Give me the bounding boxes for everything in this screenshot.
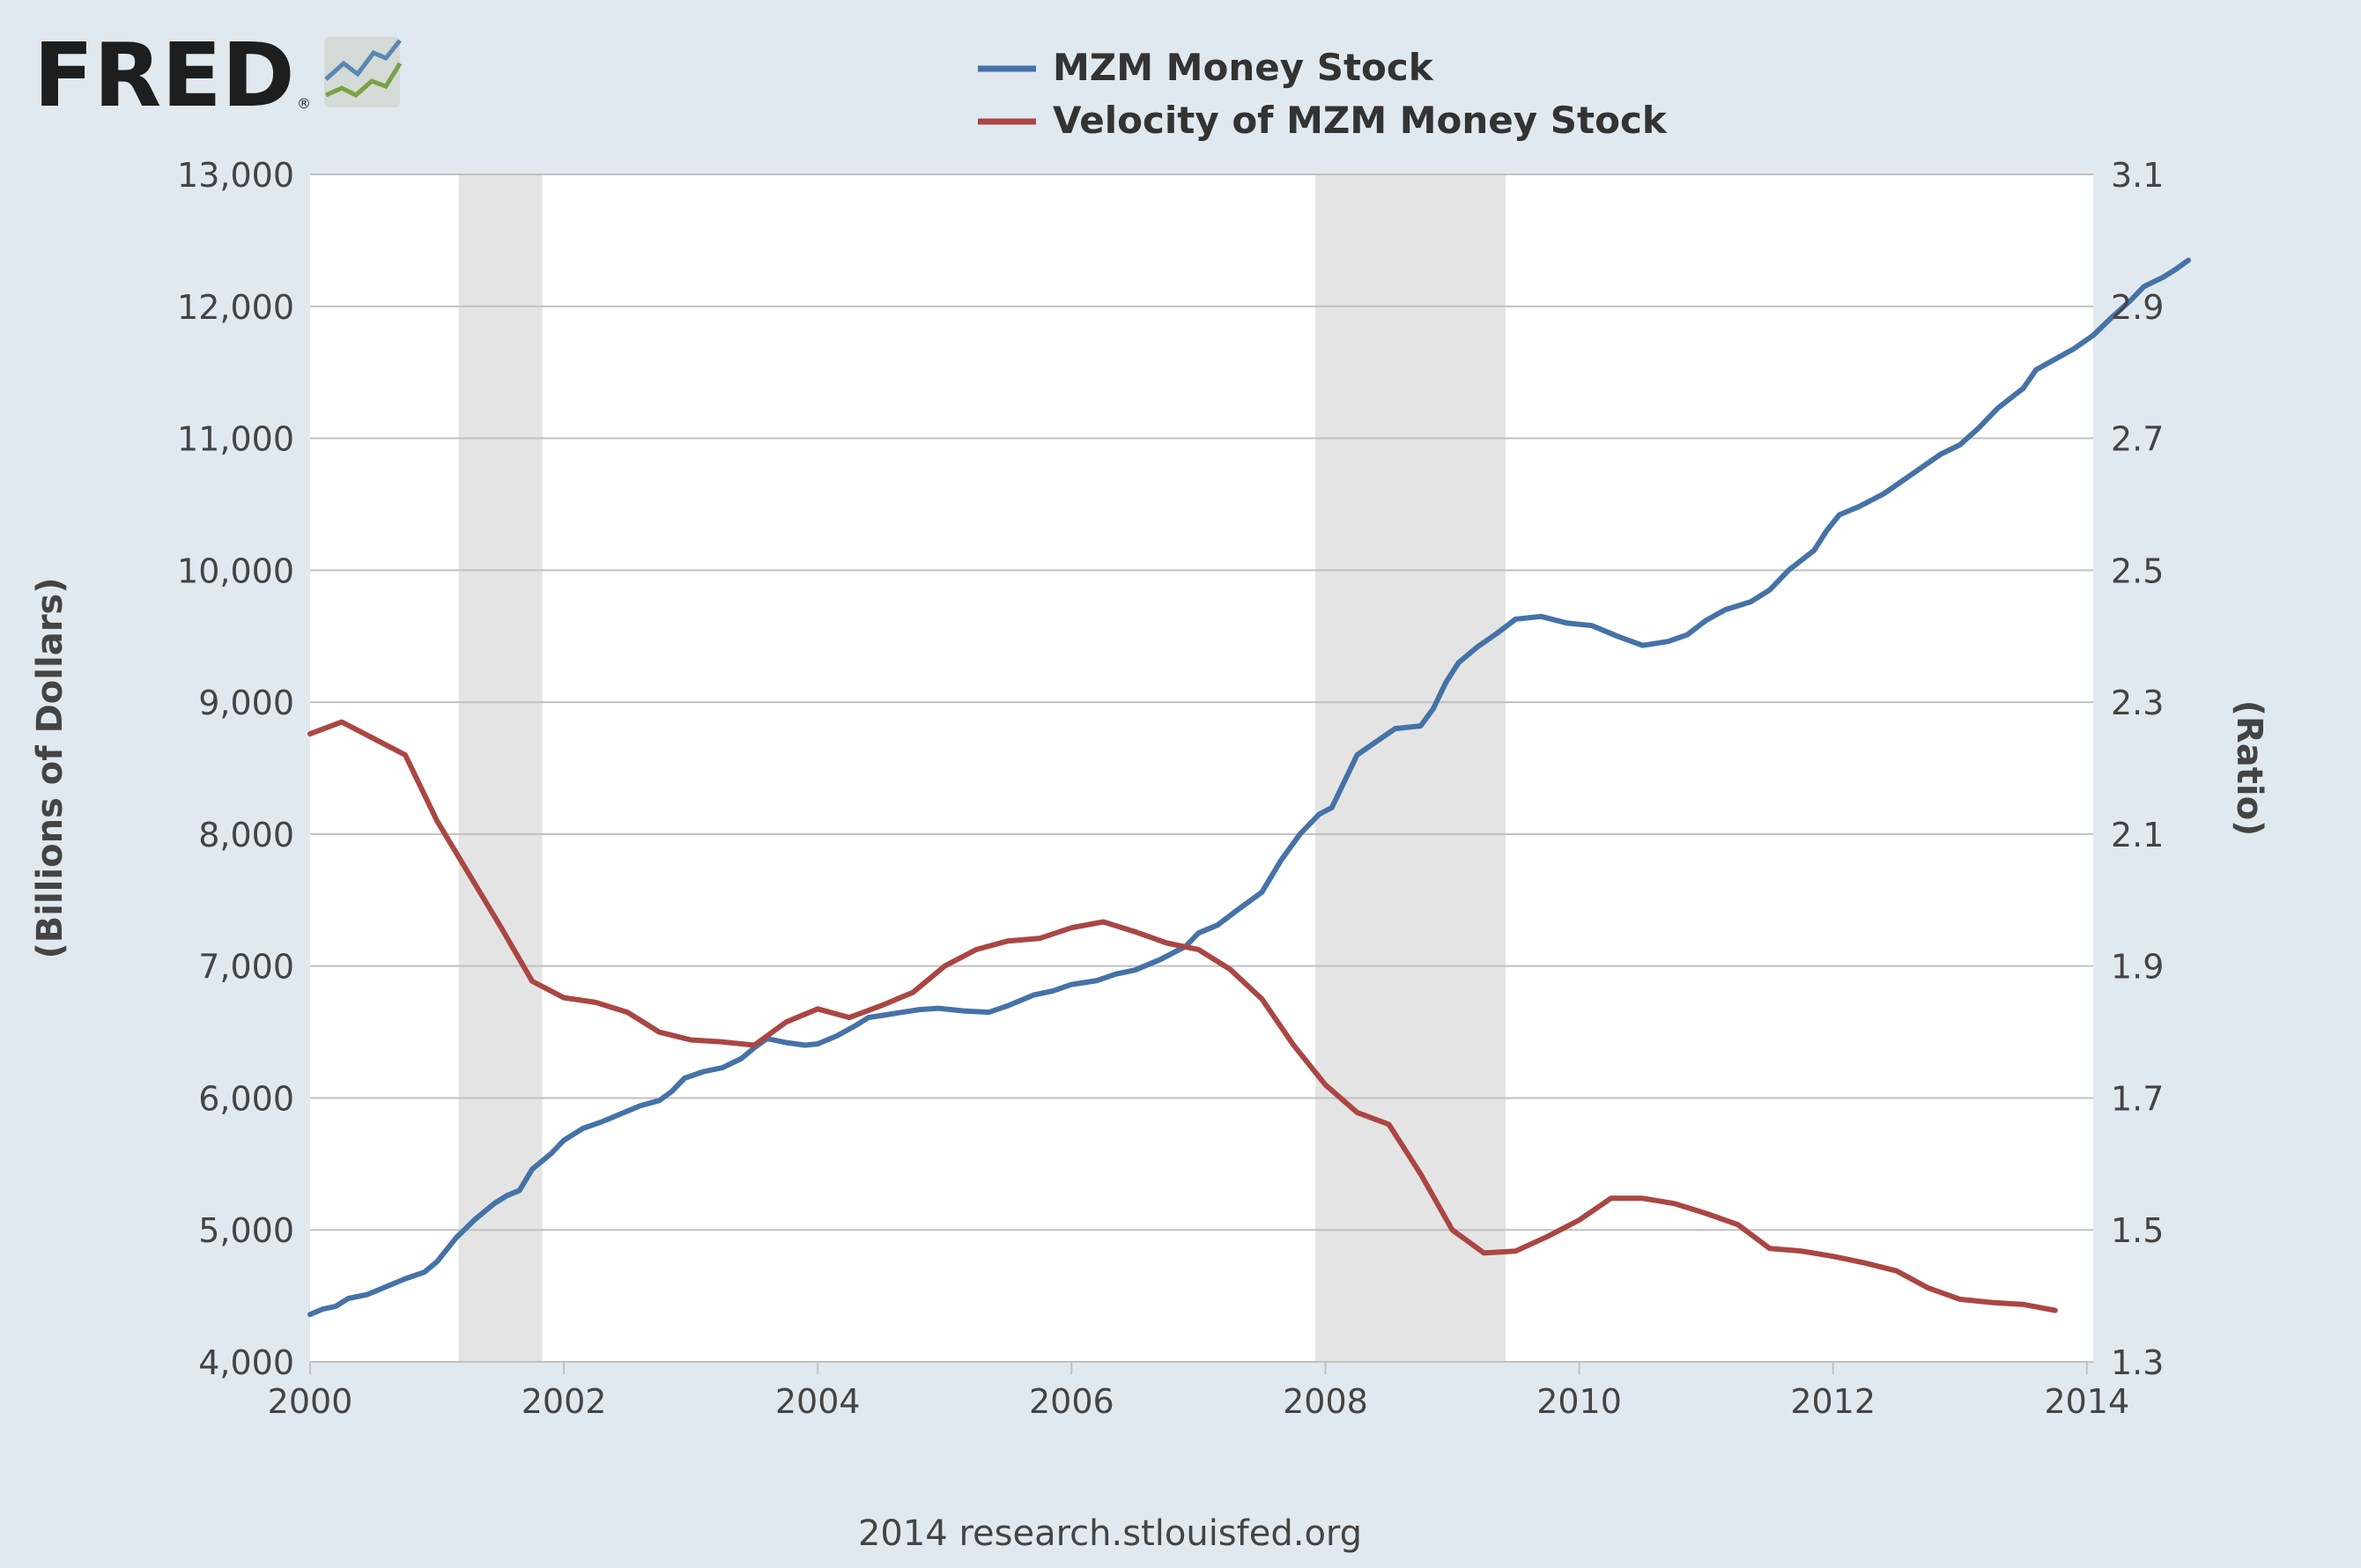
legend-label-mzm: MZM Money Stock: [1053, 46, 1434, 89]
legend-item-velocity-mzm[interactable]: Velocity of MZM Money Stock: [978, 99, 1668, 142]
source-credit: 2014 research.stlouisfed.org: [858, 1513, 1362, 1554]
x-tick-label-2006: 2006: [1029, 1382, 1114, 1421]
y-right-tick-label-2.1: 2.1: [2111, 816, 2164, 854]
y-right-tick-label-1.9: 1.9: [2111, 948, 2164, 987]
x-tick-label-2014: 2014: [2044, 1382, 2129, 1421]
y-left-tick-label-13000: 13,000: [177, 156, 294, 195]
y-left-tick-label-9000: 9,000: [198, 684, 294, 722]
x-tick-label-2008: 2008: [1283, 1382, 1368, 1421]
recession-shading: [458, 174, 1506, 1362]
legend: MZM Money Stock Velocity of MZM Money St…: [978, 46, 1668, 142]
x-tick-label-2002: 2002: [522, 1382, 607, 1421]
y-right-tick-label-2.9: 2.9: [2111, 288, 2164, 327]
y-left-tick-label-7000: 7,000: [198, 948, 294, 987]
recession-band-2: [1314, 174, 1506, 1362]
legend-label-velocity: Velocity of MZM Money Stock: [1053, 99, 1668, 142]
series-line-mzm-money-stock[interactable]: [307, 257, 2191, 1318]
x-tick-label-2000: 2000: [268, 1382, 353, 1421]
x-tick-label-2010: 2010: [1536, 1382, 1622, 1421]
fred-logo[interactable]: FRED ®: [33, 24, 403, 127]
x-axis-ticks: 2000 2002 2004 2006 2008 2010 2012 2014: [268, 1362, 2129, 1421]
fred-logo-registered-mark: ®: [297, 95, 311, 112]
y-left-tick-label-6000: 6,000: [198, 1079, 294, 1118]
fred-logo-chart-icon: [324, 37, 403, 107]
recession-band-1: [458, 174, 543, 1362]
series-line-velocity-mzm[interactable]: [307, 719, 2058, 1313]
y-axis-right-title: (Ratio): [2229, 700, 2269, 837]
x-tick-label-2004: 2004: [775, 1382, 861, 1421]
fred-logo-text: FRED: [33, 24, 295, 127]
y-left-tick-label-5000: 5,000: [198, 1211, 294, 1250]
y-left-tick-label-12000: 12,000: [177, 288, 294, 327]
y-right-tick-label-2.7: 2.7: [2111, 420, 2164, 459]
y-right-tick-label-1.3: 1.3: [2111, 1343, 2164, 1382]
series-lines: [307, 257, 2191, 1318]
y-axis-left-title: (Billions of Dollars): [30, 577, 70, 958]
y-right-tick-label-2.5: 2.5: [2111, 551, 2164, 590]
y-left-tick-label-11000: 11,000: [177, 420, 294, 459]
y-right-tick-label-2.3: 2.3: [2111, 684, 2164, 722]
y-axis-left-ticks: 4,000 5,000 6,000 7,000 8,000 9,000 10,000 11,0…: [177, 156, 294, 1382]
y-left-tick-label-4000: 4,000: [198, 1343, 294, 1382]
y-axis-right-ticks: 1.3 1.5 1.7 1.9 2.1 2.3 2.5 2.7 2.9 3.1: [2111, 156, 2164, 1382]
x-tick-label-2012: 2012: [1790, 1382, 1876, 1421]
y-right-tick-label-1.5: 1.5: [2111, 1211, 2164, 1250]
y-right-tick-label-3.1: 3.1: [2111, 156, 2164, 195]
grid-lines: [310, 174, 2093, 1231]
legend-item-mzm-money-stock[interactable]: MZM Money Stock: [978, 46, 1434, 89]
plot-area: [310, 174, 2093, 1362]
y-left-tick-label-8000: 8,000: [198, 816, 294, 854]
y-left-tick-label-10000: 10,000: [177, 551, 294, 590]
y-right-tick-label-1.7: 1.7: [2111, 1079, 2164, 1118]
